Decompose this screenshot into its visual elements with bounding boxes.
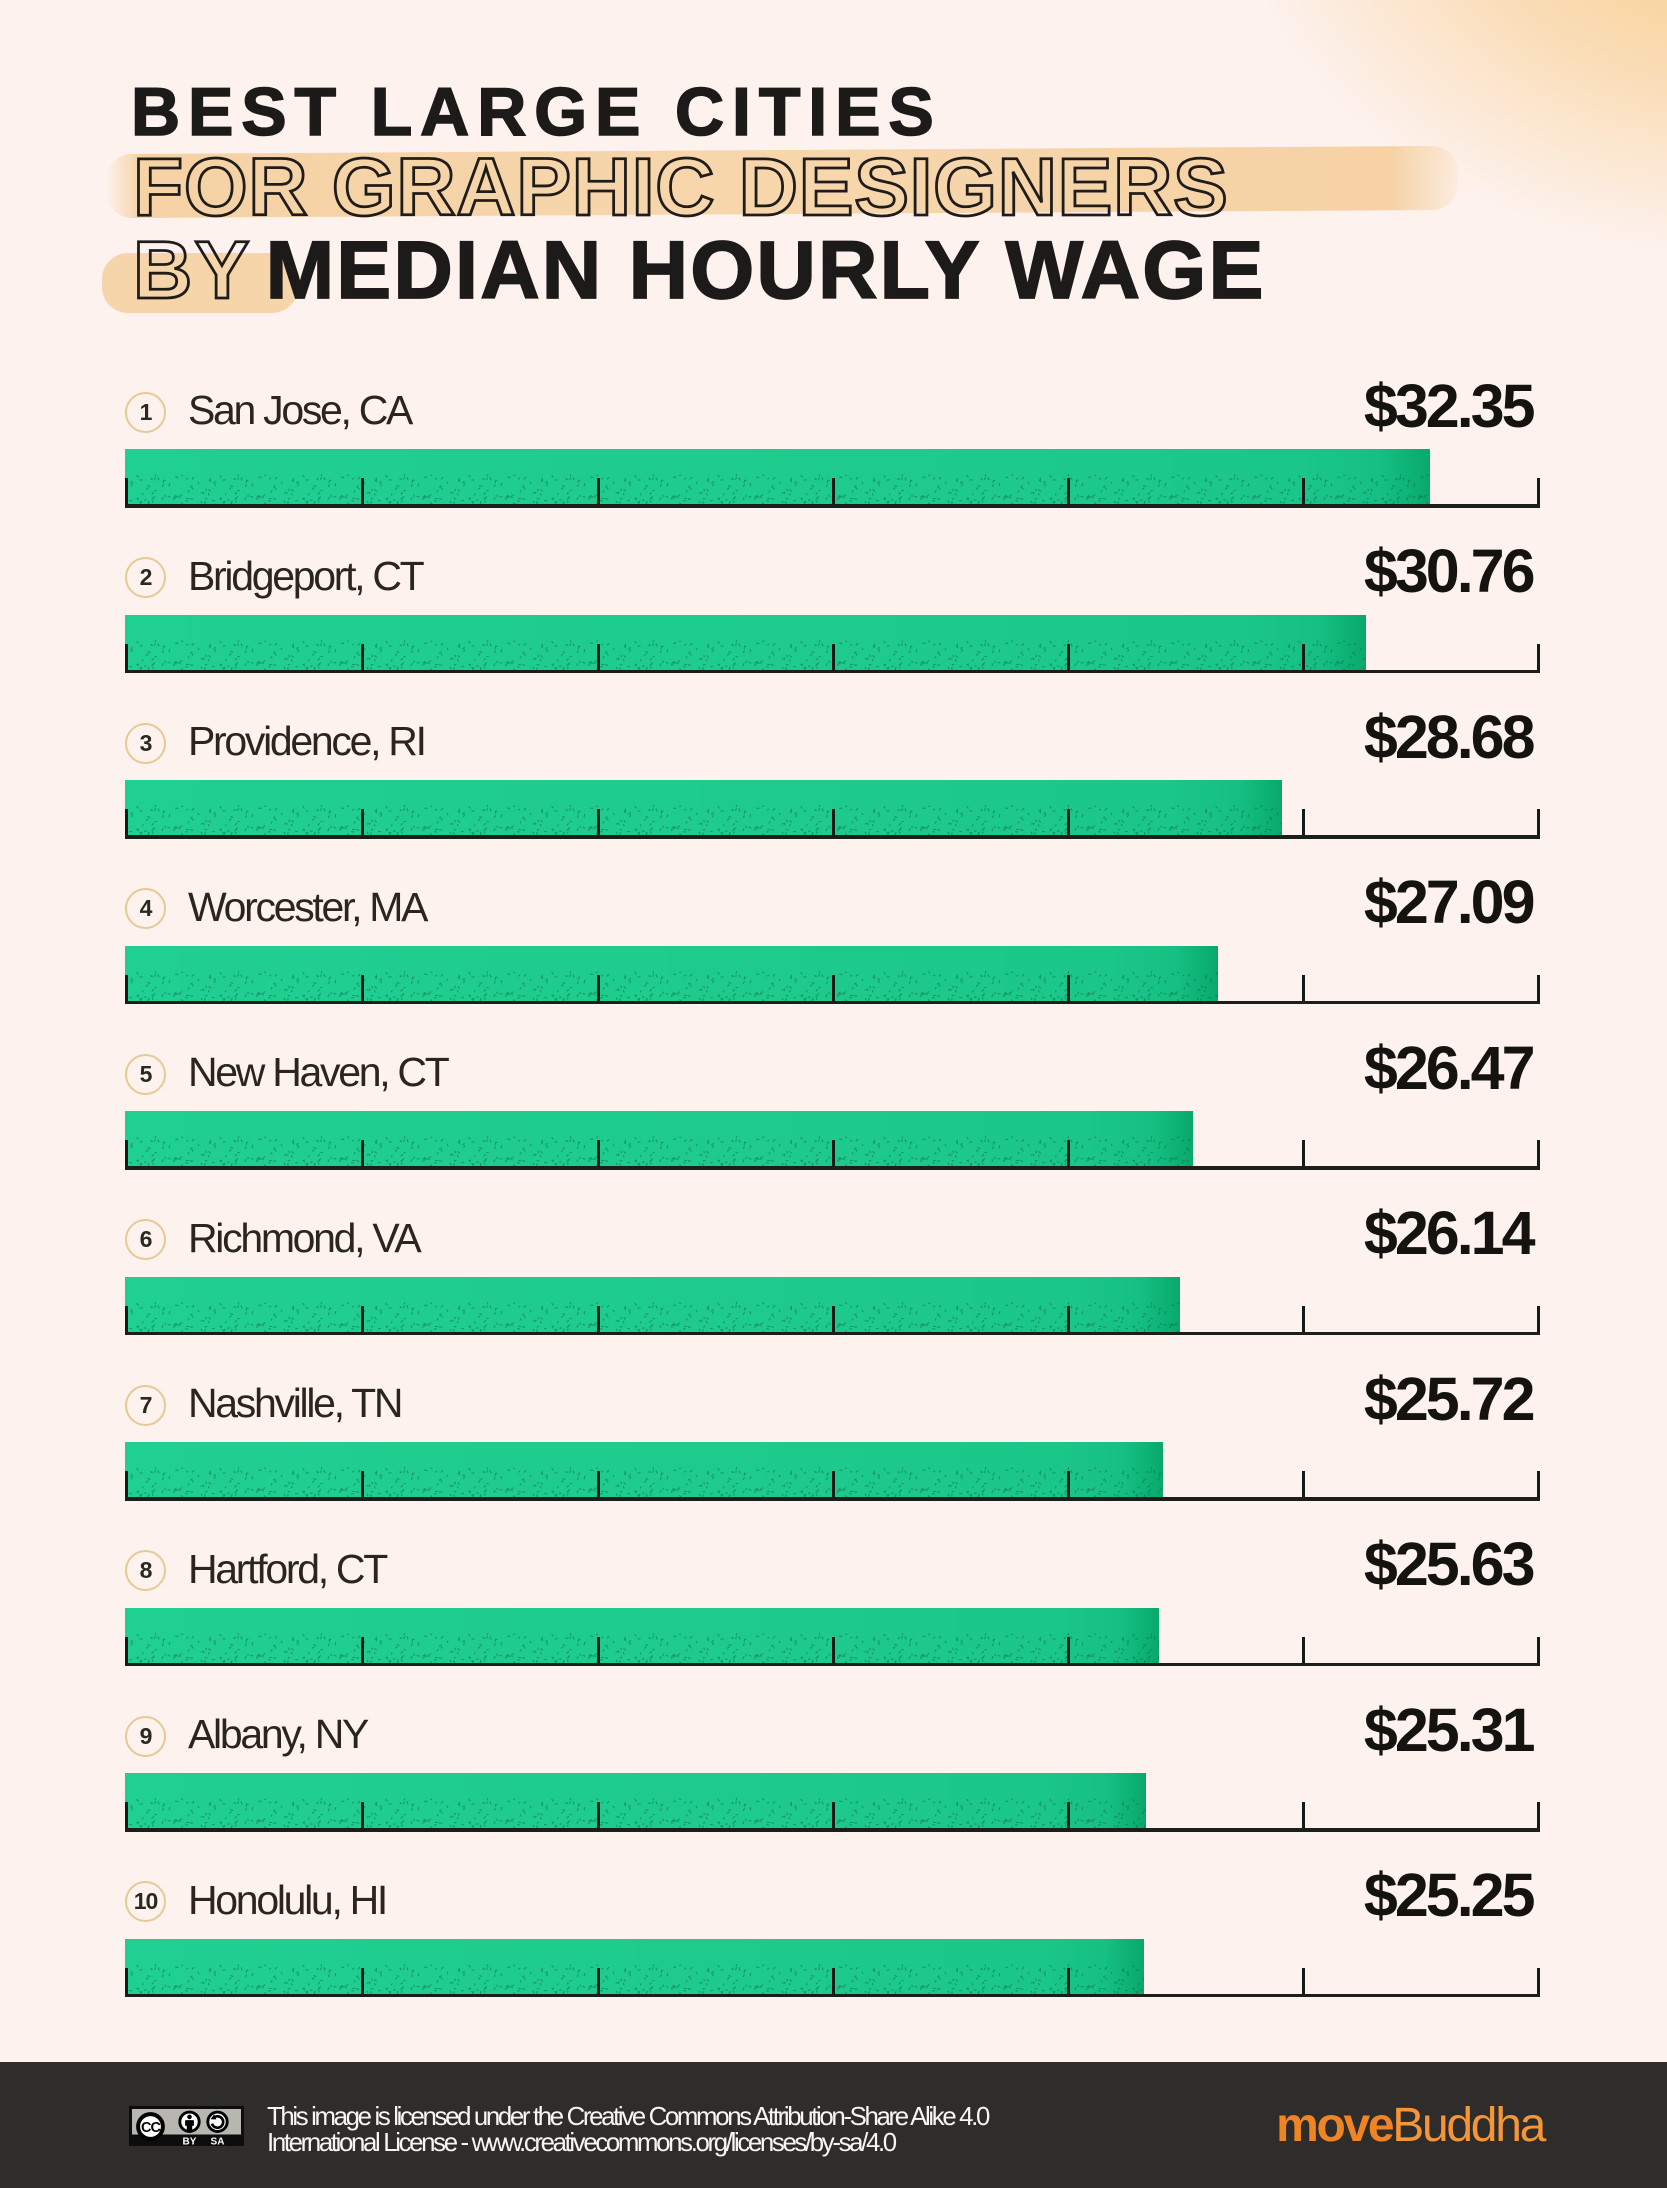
svg-text:CC: CC <box>141 2120 161 2136</box>
svg-text:SA: SA <box>211 2136 225 2146</box>
svg-text:BY: BY <box>183 2136 197 2146</box>
